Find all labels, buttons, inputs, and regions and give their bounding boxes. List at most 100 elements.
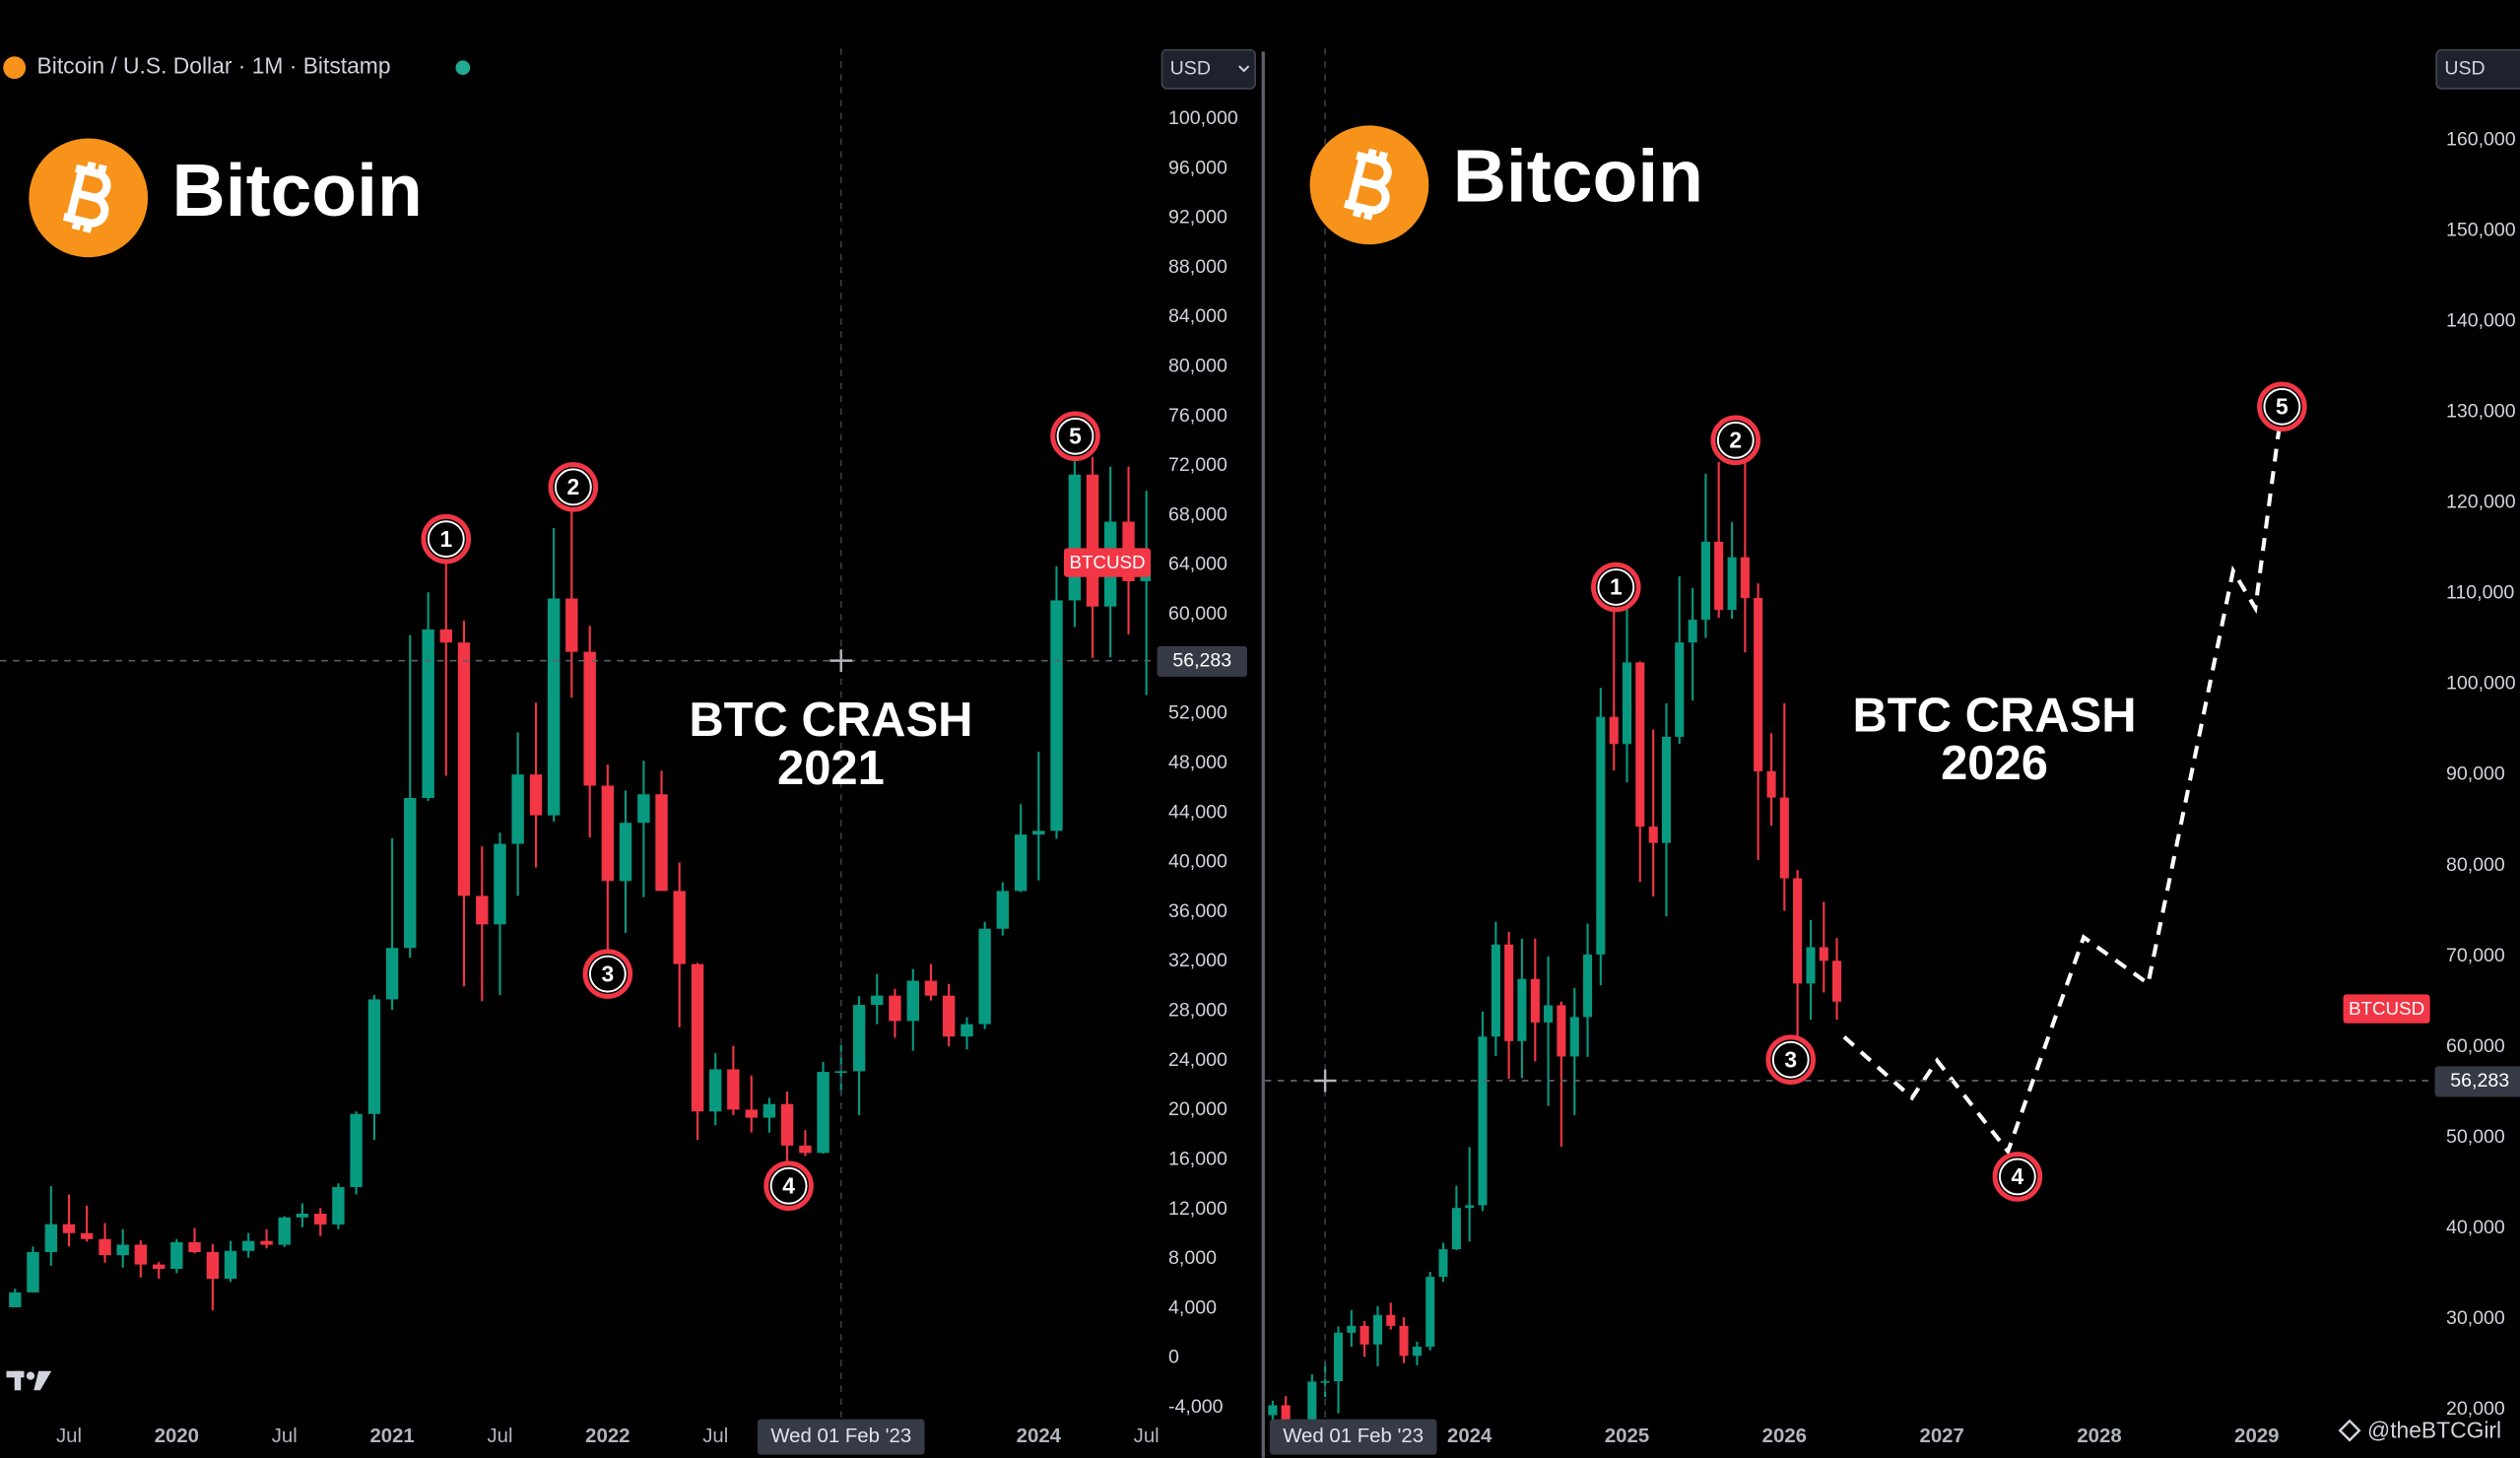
candle-body (1050, 600, 1063, 831)
crosshair-cursor (1313, 1069, 1337, 1093)
wave-marker-label: 1 (1610, 574, 1623, 600)
candle-body (1386, 1314, 1396, 1326)
chart-pane: -4,000 0 4,000 8,000 12,000 16,000 20,000 24,00… (0, 48, 1256, 1455)
wave-marker-inner (1716, 421, 1755, 459)
candle-body (242, 1240, 255, 1251)
candle-body (1806, 947, 1816, 984)
candle-body (494, 843, 506, 925)
crosshair-date-box (757, 1419, 925, 1455)
candle-body (1832, 961, 1842, 1002)
annotation-line: 2026 (1941, 737, 2048, 790)
chart-title: Bitcoin (172, 149, 423, 232)
candle-body (1451, 1208, 1461, 1250)
candle-body (961, 1024, 973, 1037)
candle-body (1032, 830, 1045, 835)
candle-body (1700, 541, 1710, 621)
candle-body (906, 980, 919, 1022)
chart-title: Bitcoin (1453, 134, 1703, 217)
y-tick-label: 12,000 (1168, 1198, 1227, 1220)
candle-body (296, 1214, 309, 1218)
candle-body (1648, 827, 1658, 843)
wave-marker-inner (2263, 387, 2301, 426)
y-tick-label: 80,000 (1168, 356, 1227, 377)
candle-body (1438, 1249, 1448, 1278)
symbol-icon (3, 56, 27, 80)
candle-body (188, 1241, 201, 1253)
crosshair-price-box (2434, 1066, 2520, 1097)
candle-body (1583, 954, 1593, 1018)
candle-body (1268, 1405, 1278, 1416)
candle-body (1661, 736, 1671, 843)
y-tick-label: 68,000 (1168, 503, 1227, 525)
candle-body (99, 1238, 111, 1256)
currency-button[interactable] (1161, 48, 1256, 90)
candle-body (1399, 1325, 1409, 1357)
y-tick-label: 88,000 (1168, 256, 1227, 278)
wave-marker-label: 2 (566, 474, 579, 499)
currency-chevron[interactable] (1238, 65, 1250, 73)
symbol-header: Bitcoin / U.S. Dollar · 1M · Bitstamp (37, 53, 391, 79)
y-tick-label: 70,000 (2446, 945, 2505, 966)
x-tick-label: 2025 (1605, 1425, 1649, 1447)
y-tick-label: 44,000 (1168, 801, 1227, 823)
currency-label[interactable]: USD (2444, 57, 2485, 79)
candle-body (889, 995, 901, 1022)
candle-body (1766, 770, 1776, 798)
candle-body (134, 1244, 148, 1265)
candle-body (153, 1264, 166, 1269)
wave-marker-label: 4 (2012, 1163, 2024, 1189)
candle-body (565, 598, 578, 652)
candle-body (1504, 944, 1514, 1041)
currency-label[interactable]: USD (1170, 57, 1211, 79)
wave-marker (421, 513, 472, 564)
candle-body (439, 629, 452, 643)
candle-body (1068, 474, 1082, 601)
wave-marker-inner (1056, 417, 1094, 455)
candle-body (1347, 1325, 1357, 1333)
candle-body (1412, 1347, 1422, 1357)
y-tick-label: 64,000 (1168, 554, 1227, 575)
wave-marker (2257, 381, 2307, 432)
candle-body (62, 1224, 76, 1233)
y-tick-label: 32,000 (1168, 950, 1227, 971)
candle-body (1281, 1405, 1291, 1423)
wave-marker (1992, 1152, 2043, 1202)
plot-area (9, 443, 1152, 1311)
status-dot (455, 60, 471, 76)
x-tick-label: 2028 (2077, 1425, 2121, 1447)
y-tick-label: 96,000 (1168, 157, 1227, 178)
candle-body (978, 928, 991, 1025)
y-tick-label: 90,000 (2446, 763, 2505, 785)
wave-marker-label: 5 (2276, 393, 2288, 419)
x-tick-label: 2021 (369, 1425, 414, 1447)
plot-area (1268, 406, 2285, 1423)
candle-body (817, 1072, 829, 1154)
candle-body (637, 794, 650, 824)
candle-body (404, 798, 417, 949)
candle-body (799, 1145, 812, 1154)
annotation-line: BTC CRASH (1852, 689, 2136, 742)
y-tick-label: 60,000 (2446, 1035, 2505, 1057)
candle-body (1609, 716, 1619, 745)
candle-body (1569, 1017, 1579, 1057)
candle-body (529, 774, 543, 816)
wave-marker-inner (769, 1166, 808, 1205)
y-tick-label: -4,000 (1168, 1396, 1224, 1418)
candle-body (673, 891, 686, 964)
y-tick-label: 100,000 (2446, 673, 2516, 695)
candle-body (547, 598, 561, 816)
wave-marker-inner (1998, 1158, 2036, 1196)
y-tick-label: 80,000 (2446, 854, 2505, 876)
bitcoin-logo-b (62, 161, 111, 233)
x-tick-label: Jul (487, 1425, 512, 1447)
currency-button[interactable] (2435, 48, 2520, 90)
candle-body (332, 1186, 345, 1225)
tradingview-logo (6, 1370, 52, 1391)
y-tick-label: 0 (1168, 1347, 1179, 1368)
crosshair-date-label: Wed 01 Feb '23 (1283, 1425, 1424, 1447)
x-tick-label: 2027 (1920, 1425, 1964, 1447)
y-tick-label: 72,000 (1168, 454, 1227, 476)
y-tick-label: 50,000 (2446, 1126, 2505, 1148)
candle-body (727, 1069, 740, 1110)
projection-line (1842, 406, 2285, 1156)
